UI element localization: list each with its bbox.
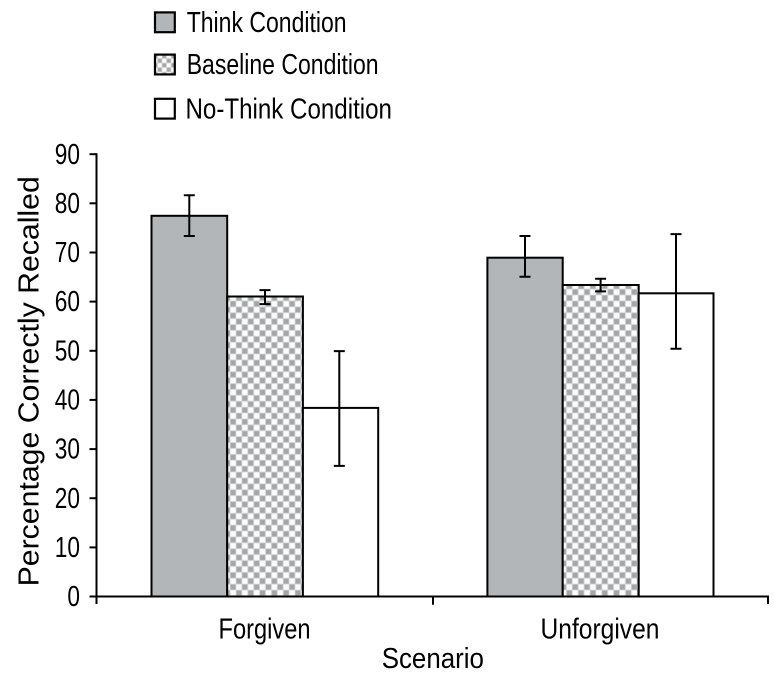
svg-text:30: 30 <box>55 434 80 465</box>
svg-text:0: 0 <box>67 582 80 613</box>
svg-text:Unforgiven: Unforgiven <box>541 613 660 645</box>
svg-text:70: 70 <box>55 238 80 269</box>
svg-text:Think Condition: Think Condition <box>187 8 347 39</box>
svg-text:20: 20 <box>55 483 80 514</box>
svg-text:40: 40 <box>55 385 80 416</box>
svg-text:Scenario: Scenario <box>382 642 484 674</box>
svg-text:80: 80 <box>55 189 80 220</box>
svg-text:Percentage Correctly Recalled: Percentage Correctly Recalled <box>13 176 45 586</box>
svg-text:60: 60 <box>55 287 80 318</box>
svg-text:No-Think Condition: No-Think Condition <box>186 93 392 125</box>
svg-text:90: 90 <box>55 139 80 170</box>
svg-text:Forgiven: Forgiven <box>219 612 311 645</box>
svg-text:Baseline Condition: Baseline Condition <box>187 50 379 81</box>
svg-text:50: 50 <box>55 336 80 367</box>
svg-text:10: 10 <box>55 533 80 564</box>
